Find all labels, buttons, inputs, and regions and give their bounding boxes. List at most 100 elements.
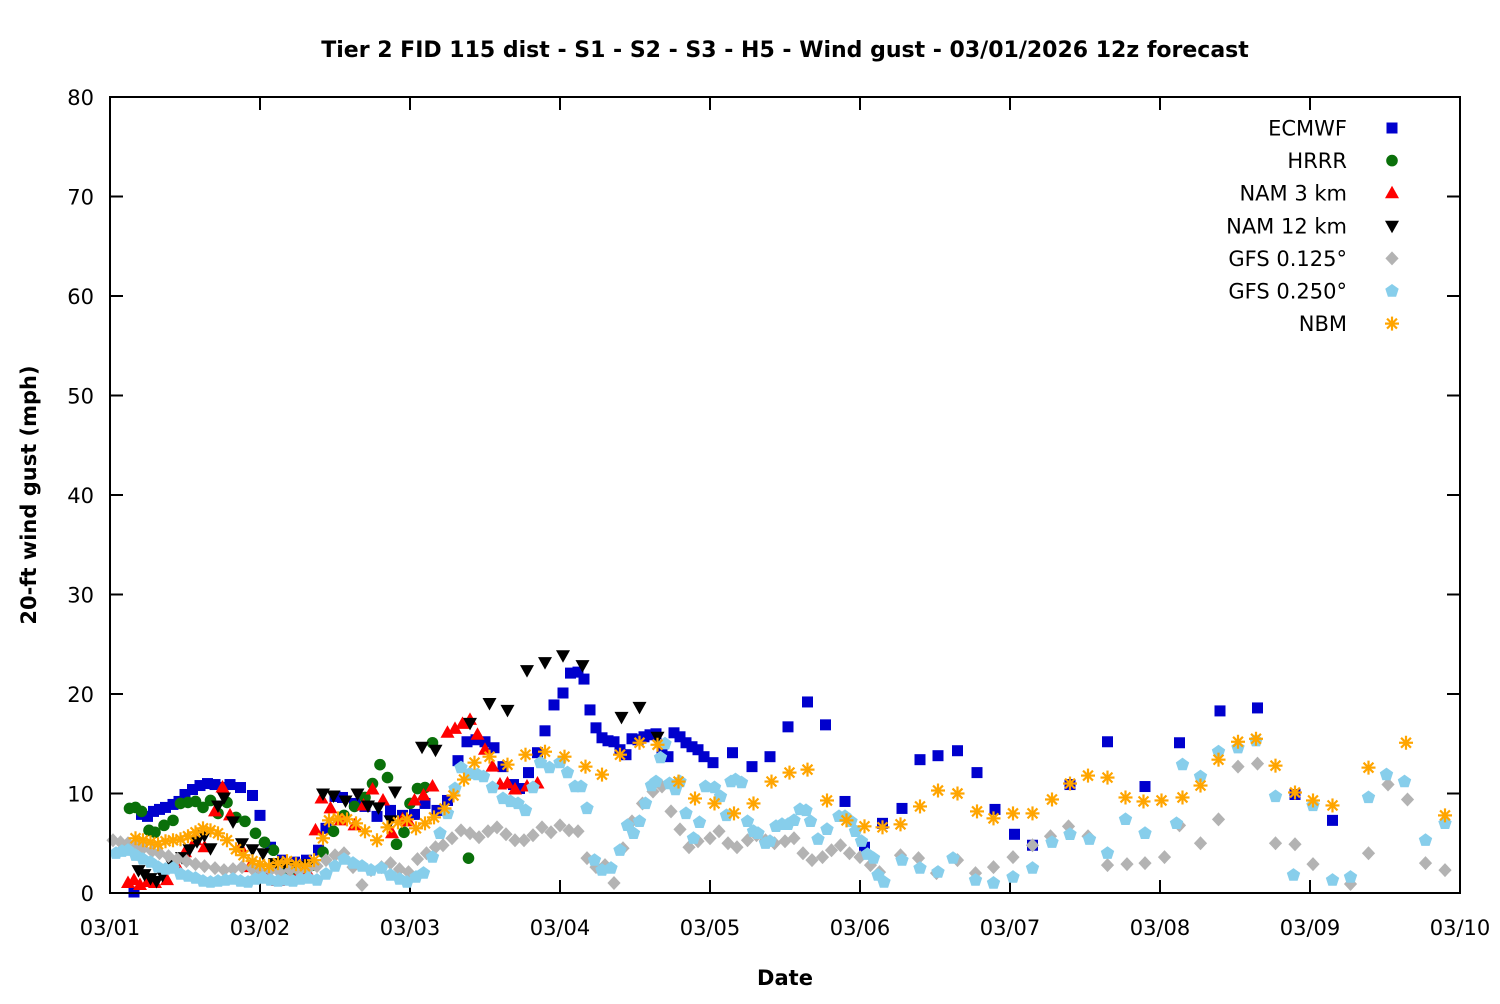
data-point <box>1211 812 1226 827</box>
data-point <box>1025 861 1040 874</box>
data-point <box>1211 744 1226 758</box>
data-point <box>1211 752 1226 767</box>
data-point <box>1175 790 1190 805</box>
data-point <box>674 731 686 743</box>
data-point <box>226 862 240 877</box>
data-point <box>839 795 851 807</box>
data-point <box>235 838 249 851</box>
diamond-legend-icon <box>1385 251 1399 266</box>
data-point <box>751 826 765 839</box>
data-point <box>187 784 198 796</box>
x-tick-label: 03/03 <box>380 916 441 940</box>
data-point <box>418 816 432 831</box>
data-point <box>1381 777 1395 792</box>
data-point <box>256 848 270 861</box>
data-point <box>839 813 854 828</box>
data-point <box>970 804 984 819</box>
data-point <box>703 831 717 846</box>
data-point <box>587 853 602 866</box>
data-point <box>1288 785 1302 800</box>
data-point <box>572 666 584 678</box>
data-point <box>197 801 209 814</box>
data-point <box>437 801 452 816</box>
y-tick-label: 30 <box>67 584 94 608</box>
data-point <box>514 783 525 795</box>
data-point <box>149 876 164 889</box>
data-point <box>673 822 687 837</box>
data-point <box>224 779 236 791</box>
data-point <box>1288 837 1302 852</box>
data-point <box>815 850 830 865</box>
data-point <box>217 792 231 805</box>
data-point <box>560 765 575 779</box>
data-point <box>707 796 722 811</box>
data-point <box>952 745 963 757</box>
data-point <box>1082 832 1097 845</box>
data-point <box>415 741 429 755</box>
data-point <box>410 852 425 867</box>
data-point <box>712 824 726 839</box>
data-point <box>1361 760 1376 775</box>
data-point <box>946 851 960 864</box>
data-point <box>848 824 863 837</box>
data-point <box>571 824 585 839</box>
data-point <box>348 800 361 813</box>
data-point <box>194 780 206 792</box>
data-point <box>632 701 647 715</box>
data-point <box>565 667 576 679</box>
data-point <box>1268 758 1283 773</box>
data-point <box>148 805 159 817</box>
data-point <box>578 759 593 774</box>
data-point <box>428 744 443 758</box>
data-point <box>308 822 323 836</box>
data-point <box>602 735 614 747</box>
data-point <box>877 875 891 888</box>
data-point <box>1025 806 1040 821</box>
data-point <box>448 721 462 734</box>
triangle-down-legend-icon <box>1385 220 1399 234</box>
data-point <box>523 767 534 779</box>
y-tick-label: 10 <box>67 783 94 807</box>
data-point <box>319 867 333 880</box>
y-tick-label: 80 <box>67 86 94 110</box>
data-point <box>842 846 857 861</box>
data-point <box>1006 870 1020 883</box>
legend-label: NAM 3 km <box>1239 182 1347 206</box>
data-point <box>1343 870 1358 883</box>
legend-label: GFS 0.125° <box>1228 247 1347 271</box>
legend-item-ecmwf: ECMWF <box>1268 117 1398 141</box>
plot-frame <box>109 96 1461 894</box>
data-point <box>316 788 330 801</box>
data-point <box>167 814 179 827</box>
x-tick-label: 03/07 <box>980 916 1041 940</box>
data-point <box>1438 863 1452 878</box>
data-point <box>968 873 983 886</box>
data-point <box>608 736 620 748</box>
data-point <box>500 776 515 789</box>
data-point <box>950 786 965 801</box>
data-point <box>454 760 468 774</box>
data-point <box>320 822 332 834</box>
data-point <box>452 755 464 767</box>
legend-label: NBM <box>1299 312 1347 336</box>
data-point <box>854 834 869 847</box>
data-point <box>1100 770 1115 785</box>
data-point <box>446 788 461 803</box>
data-point <box>1400 792 1415 807</box>
data-point <box>338 795 353 808</box>
data-point <box>1154 793 1169 808</box>
data-point <box>106 833 120 848</box>
data-point <box>782 721 794 733</box>
data-point <box>520 665 534 678</box>
data-point <box>1061 819 1076 834</box>
data-point <box>679 806 693 820</box>
data-point <box>416 866 431 879</box>
data-point <box>787 831 801 846</box>
data-point <box>220 833 234 848</box>
data-point <box>1120 857 1134 872</box>
data-point <box>578 673 590 685</box>
data-point <box>686 831 701 844</box>
legend-label: NAM 12 km <box>1226 214 1347 238</box>
data-point <box>1361 790 1376 804</box>
data-point <box>562 823 576 838</box>
